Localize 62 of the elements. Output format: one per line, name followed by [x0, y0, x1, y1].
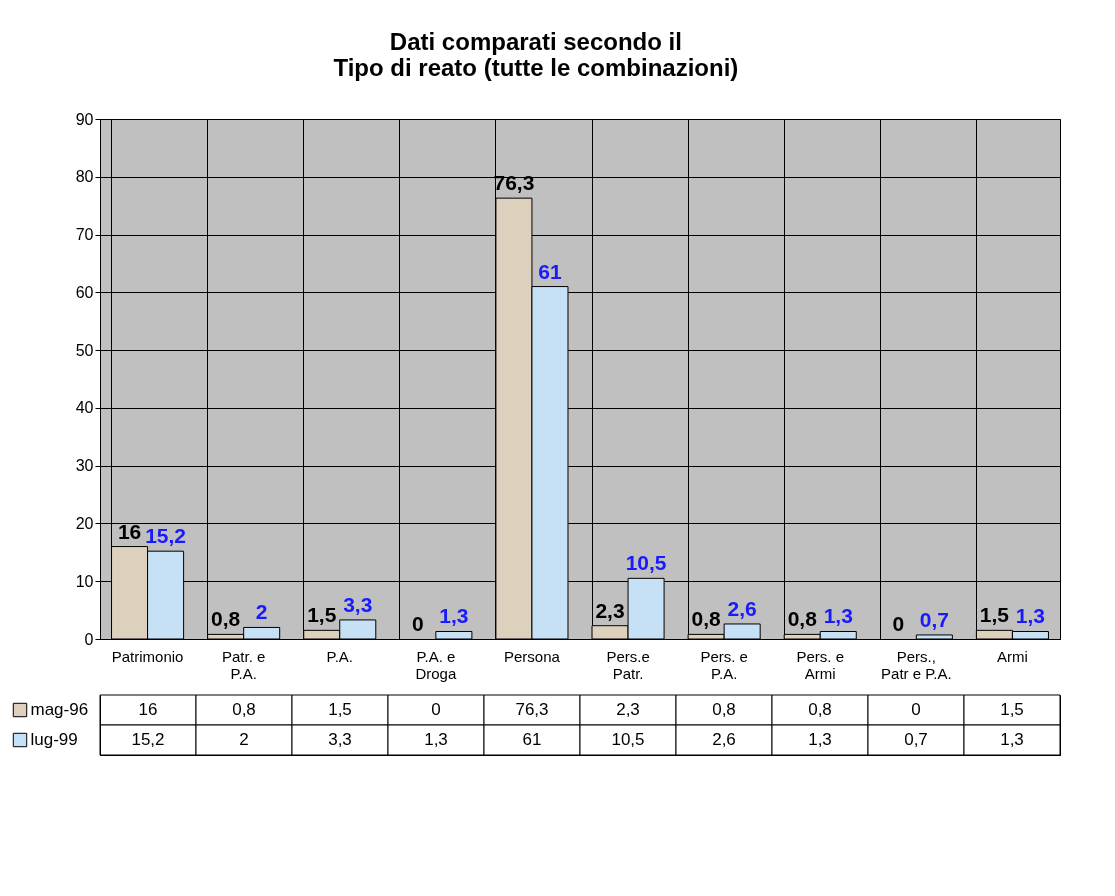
text: 0,8 — [691, 607, 721, 631]
data-label: 3,3 — [328, 730, 352, 749]
y-tick-label: 0 — [84, 630, 94, 648]
y-tick-label: 30 — [75, 457, 94, 475]
data-label: 76,3 — [515, 700, 549, 719]
legend-label: lug-99 — [30, 730, 78, 749]
data-label: 0 — [431, 700, 441, 719]
text: 10,5 — [625, 551, 667, 575]
x-tick-label: Pers. e P.A. — [700, 647, 748, 682]
data-label: 2,6 — [712, 730, 736, 749]
data-label: 0,8 — [808, 700, 832, 719]
text: 0 — [411, 612, 424, 635]
x-tick-label: P.A. e Droga — [415, 647, 457, 682]
data-label: 1,5 — [328, 700, 352, 719]
data-label: 1,3 — [424, 730, 448, 749]
y-tick-label: 70 — [75, 226, 94, 244]
x-tick-label: Patr. e P.A. — [221, 647, 266, 682]
y-tick-label: 40 — [75, 399, 94, 417]
data-label: 0,7 — [904, 730, 928, 749]
x-tick-label: Armi — [997, 647, 1028, 665]
text: 2 — [255, 600, 268, 624]
text: 0,7 — [919, 607, 949, 631]
text: 1,5 — [307, 603, 337, 627]
x-tick-label: Pers., Patr e P.A. — [881, 647, 952, 682]
y-tick-label: 20 — [75, 514, 94, 532]
text: 1,3 — [823, 604, 853, 628]
text: 2,6 — [727, 596, 757, 620]
data-label: 1,3 — [808, 730, 832, 749]
data-label: 2,3 — [616, 700, 640, 719]
legend-label: mag-96 — [30, 700, 89, 719]
text: 0,8 — [211, 607, 241, 631]
data-label: 2 — [239, 730, 249, 749]
data-label: 15,2 — [131, 730, 165, 749]
data-label: 0,8 — [232, 700, 256, 719]
data-label: 1,3 — [1000, 730, 1024, 749]
text: 0,8 — [787, 607, 817, 631]
text: 2,3 — [595, 598, 625, 622]
y-tick-label: 50 — [75, 341, 94, 359]
text: 61 — [538, 259, 562, 283]
x-tick-label: Patrimonio — [111, 647, 184, 665]
text: 1,3 — [1015, 604, 1046, 628]
text: 15,2 — [145, 524, 187, 548]
text: 1,5 — [979, 603, 1010, 627]
text: 1,3 — [439, 604, 469, 628]
y-tick-label: 60 — [75, 283, 94, 301]
data-label: 10,5 — [611, 730, 645, 749]
y-tick-label: 10 — [75, 572, 94, 590]
x-tick-label: Persona — [504, 647, 561, 665]
y-tick-label: 90 — [75, 110, 94, 128]
x-tick-label: P.A. — [326, 647, 353, 665]
text: 3,3 — [343, 592, 373, 616]
text: 16 — [117, 519, 142, 543]
data-label: 0 — [911, 700, 921, 719]
x-tick-label: Pers.e Patr. — [606, 647, 650, 682]
data-label: 16 — [138, 700, 158, 719]
data-label: 0,8 — [712, 700, 736, 719]
x-tick-label: Pers. e Armi — [796, 647, 845, 682]
y-tick-label: 80 — [75, 168, 94, 186]
data-label: 1,5 — [1000, 700, 1024, 719]
chart-title: Dati comparati secondo il Tipo di reato (tutte le combinazioni) — [333, 27, 739, 81]
data-label: 61 — [522, 730, 542, 749]
text: 0 — [892, 612, 905, 635]
